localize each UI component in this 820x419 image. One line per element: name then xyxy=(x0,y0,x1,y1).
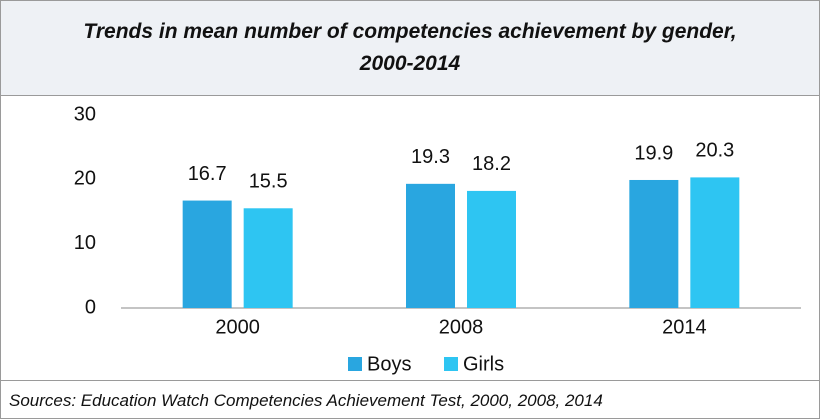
bar xyxy=(629,179,679,308)
y-tick-label: 0 xyxy=(85,296,96,318)
legend-label: Girls xyxy=(463,353,504,375)
value-label: 19.3 xyxy=(411,146,450,168)
chart: 0 10 20 30 2000 16.7 15.5 2008 19.3 18.2 2014 19.9 2… xyxy=(74,103,801,375)
x-tick-label: 2000 xyxy=(215,316,260,338)
value-label: 16.7 xyxy=(188,163,227,185)
value-label: 20.3 xyxy=(695,140,734,162)
chart-title: Trends in mean number of competencies ac… xyxy=(1,1,819,96)
bar xyxy=(243,208,293,308)
bar xyxy=(406,183,455,308)
y-tick-label: 30 xyxy=(74,103,96,125)
y-tick-label: 10 xyxy=(74,232,96,254)
bar xyxy=(690,177,740,308)
legend-label: Boys xyxy=(367,353,411,375)
source-note: Sources: Education Watch Competencies Ac… xyxy=(1,380,819,418)
value-label: 18.2 xyxy=(472,153,511,175)
bar xyxy=(467,190,516,308)
value-label: 19.9 xyxy=(634,142,673,164)
legend-swatch xyxy=(444,357,458,371)
legend-swatch xyxy=(348,357,362,371)
bar xyxy=(182,200,232,308)
value-label: 15.5 xyxy=(249,171,288,193)
y-tick-label: 20 xyxy=(74,168,96,190)
x-tick-label: 2008 xyxy=(439,316,484,338)
x-tick-label: 2014 xyxy=(662,316,707,338)
